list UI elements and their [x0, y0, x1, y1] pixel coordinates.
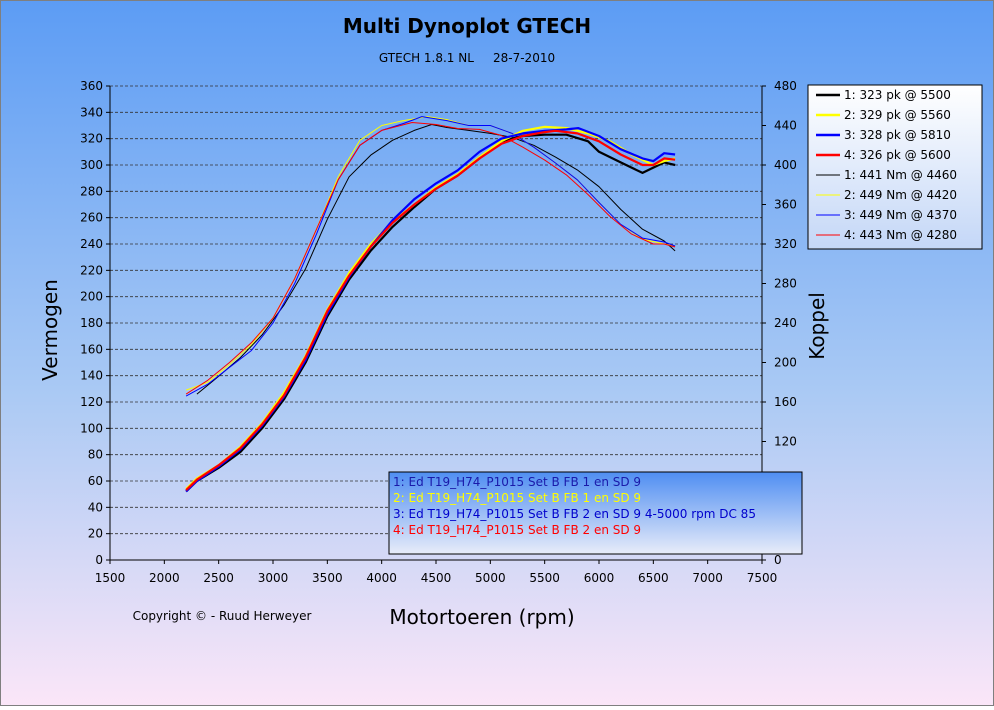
- x-tick-label: 4000: [366, 571, 397, 585]
- legend-torque-4-label: 4: 443 Nm @ 4280: [844, 228, 957, 242]
- x-tick-label: 5500: [529, 571, 560, 585]
- x-tick-label: 1500: [95, 571, 126, 585]
- copyright-text: Copyright © - Ruud Herweyer: [133, 609, 312, 623]
- y-tick-label: 60: [88, 474, 103, 488]
- run-legend-item-4: 4: Ed T19_H74_P1015 Set B FB 2 en SD 9: [393, 523, 641, 537]
- y-tick-label: 40: [88, 500, 103, 514]
- run-legend-box: [388, 471, 803, 555]
- y-tick-label: 300: [80, 158, 103, 172]
- y-tick-label: 80: [88, 448, 103, 462]
- legend-power-2-label: 2: 329 pk @ 5560: [844, 108, 951, 122]
- y-tick-label: 140: [80, 369, 103, 383]
- y2-tick-label: 160: [774, 395, 797, 409]
- legend-power-1-label: 1: 323 pk @ 5500: [844, 88, 951, 102]
- y-tick-label: 280: [80, 184, 103, 198]
- y-tick-label: 120: [80, 395, 103, 409]
- x-tick-label: 3500: [312, 571, 343, 585]
- x-tick-label: 4500: [421, 571, 452, 585]
- x-tick-label: 6000: [584, 571, 615, 585]
- run-legend: 1: Ed T19_H74_P1015 Set B FB 1 en SD 9 2:…: [388, 471, 803, 555]
- y-tick-label: 180: [80, 316, 103, 330]
- torque-line-4: [185, 122, 676, 395]
- run-legend-item-2: 2: Ed T19_H74_P1015 Set B FB 1 en SD 9: [393, 491, 641, 505]
- y-tick-label: 100: [80, 421, 103, 435]
- series-group: [185, 116, 676, 493]
- y2-tick-label: 0: [774, 553, 782, 567]
- power-line-4: [185, 129, 676, 491]
- y2-tick-label: 480: [774, 79, 797, 93]
- x-tick-label: 2000: [149, 571, 180, 585]
- x-tick-label: 5000: [475, 571, 506, 585]
- legend-torque-2-label: 2: 449 Nm @ 4420: [844, 188, 957, 202]
- y-tick-label: 200: [80, 290, 103, 304]
- y2-axis-label: Koppel: [805, 292, 829, 360]
- y-tick-label: 340: [80, 105, 103, 119]
- legend-box: [807, 84, 983, 250]
- y2-tick-label: 240: [774, 316, 797, 330]
- x-tick-label: 7500: [747, 571, 778, 585]
- x-axis-label: Motortoeren (rpm): [389, 605, 574, 629]
- y-tick-label: 240: [80, 237, 103, 251]
- y-tick-label: 320: [80, 132, 103, 146]
- legend-torque-3-label: 3: 449 Nm @ 4370: [844, 208, 957, 222]
- y-tick-label: 260: [80, 211, 103, 225]
- x-axis-ticks: 1500 2000 2500 3000 3500 4000 4500 5000 5500 6000…: [95, 560, 778, 585]
- y2-tick-label: 440: [774, 119, 797, 133]
- y-tick-label: 20: [88, 527, 103, 541]
- legend: 1: 323 pk @ 5500 2: 329 pk @ 5560 3: 328 p…: [807, 84, 983, 250]
- y-tick-label: 0: [95, 553, 103, 567]
- x-tick-label: 7000: [692, 571, 723, 585]
- y2-tick-label: 120: [774, 435, 797, 449]
- chart-subtitle: GTECH 1.8.1 NL 28-7-2010: [379, 51, 555, 65]
- y2-tick-label: 200: [774, 356, 797, 370]
- x-tick-label: 2500: [203, 571, 234, 585]
- y2-tick-label: 400: [774, 158, 797, 172]
- legend-torque-1-label: 1: 441 Nm @ 4460: [844, 168, 957, 182]
- chart-title: Multi Dynoplot GTECH: [343, 14, 591, 38]
- y2-tick-label: 320: [774, 237, 797, 251]
- y2-tick-label: 360: [774, 198, 797, 212]
- y-axis-label: Vermogen: [38, 279, 62, 381]
- x-tick-label: 3000: [258, 571, 289, 585]
- y2-axis-ticks: 0 120 160 200 240 280 320 360 400 440 480: [762, 79, 797, 567]
- y-tick-label: 160: [80, 342, 103, 356]
- legend-power-4-label: 4: 326 pk @ 5600: [844, 148, 951, 162]
- y-tick-label: 360: [80, 79, 103, 93]
- y2-tick-label: 280: [774, 277, 797, 291]
- y-tick-label: 220: [80, 263, 103, 277]
- y-axis-ticks: 0 20 40 60 80 100 120 140 160 180 200 220 240 260 280 3…: [80, 79, 110, 567]
- x-tick-label: 6500: [638, 571, 669, 585]
- legend-power-3-label: 3: 328 pk @ 5810: [844, 128, 951, 142]
- run-legend-item-3: 3: Ed T19_H74_P1015 Set B FB 2 en SD 9 4…: [393, 507, 756, 521]
- run-legend-item-1: 1: Ed T19_H74_P1015 Set B FB 1 en SD 9: [393, 475, 641, 489]
- torque-line-3: [185, 116, 676, 397]
